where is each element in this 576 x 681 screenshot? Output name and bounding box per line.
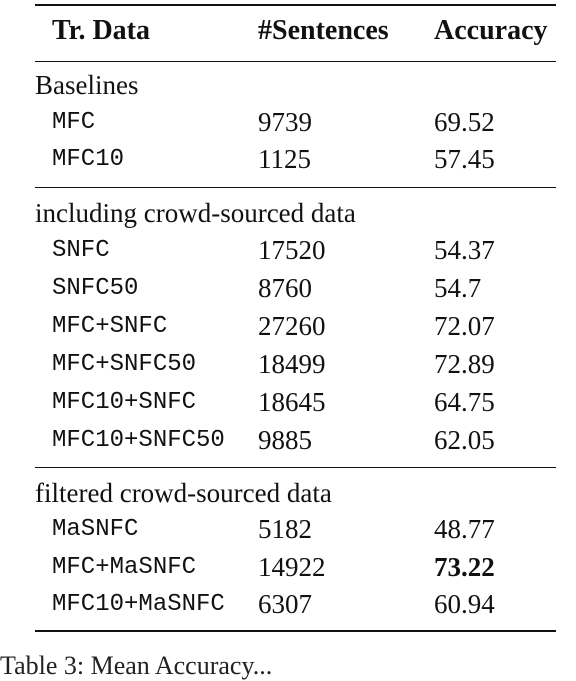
row-data-label: MFC+SNFC50 [52,351,197,378]
row-data-label: SNFC50 [52,275,139,302]
row-sentences: 17520 [258,235,326,265]
row-sentences: 5182 [258,514,312,544]
row-accuracy: 72.89 [434,349,495,379]
row-sentences: 14922 [258,552,326,582]
section-title-baselines: Baselines [35,70,139,100]
section-title-crowd: including crowd-sourced data [35,198,356,228]
table-bottom-rule [35,630,556,632]
row-sentences: 27260 [258,311,326,341]
table-caption: Table 3: Mean Accuracy... [0,651,273,680]
row-accuracy: 69.52 [434,107,495,137]
row-data-label: SNFC [52,237,110,264]
row-data-label: MFC [52,109,96,136]
row-data-label: MFC10+SNFC [52,389,197,416]
row-data-label: MFC10+MaSNFC [52,591,225,618]
row-data-label: MaSNFC [52,516,139,543]
row-data-label: MFC+SNFC [52,313,168,340]
row-data-label: MFC10+SNFC50 [52,427,225,454]
row-accuracy: 72.07 [434,311,495,341]
row-accuracy-best: 73.22 [434,552,495,582]
row-sentences: 9739 [258,107,312,137]
row-accuracy: 48.77 [434,514,495,544]
row-sentences: 1125 [258,144,311,174]
header-rule [35,61,556,62]
row-accuracy: 57.45 [434,144,495,174]
row-accuracy: 54.7 [434,273,482,303]
row-accuracy: 60.94 [434,589,495,619]
row-sentences: 6307 [258,589,312,619]
row-sentences: 9885 [258,425,312,455]
section-rule [35,467,556,468]
row-sentences: 8760 [258,273,312,303]
row-sentences: 18499 [258,349,326,379]
header-tr-data: Tr. Data [52,15,150,46]
section-title-filtered: filtered crowd-sourced data [35,478,332,508]
header-accuracy: Accuracy [434,15,548,46]
row-sentences: 18645 [258,387,326,417]
row-data-label: MFC10 [52,146,125,173]
row-accuracy: 54.37 [434,235,495,265]
row-accuracy: 64.75 [434,387,495,417]
table-top-rule [35,4,556,6]
section-rule [35,187,556,188]
row-data-label: MFC+MaSNFC [52,554,197,581]
header-sentences: #Sentences [258,15,389,46]
row-accuracy: 62.05 [434,425,495,455]
